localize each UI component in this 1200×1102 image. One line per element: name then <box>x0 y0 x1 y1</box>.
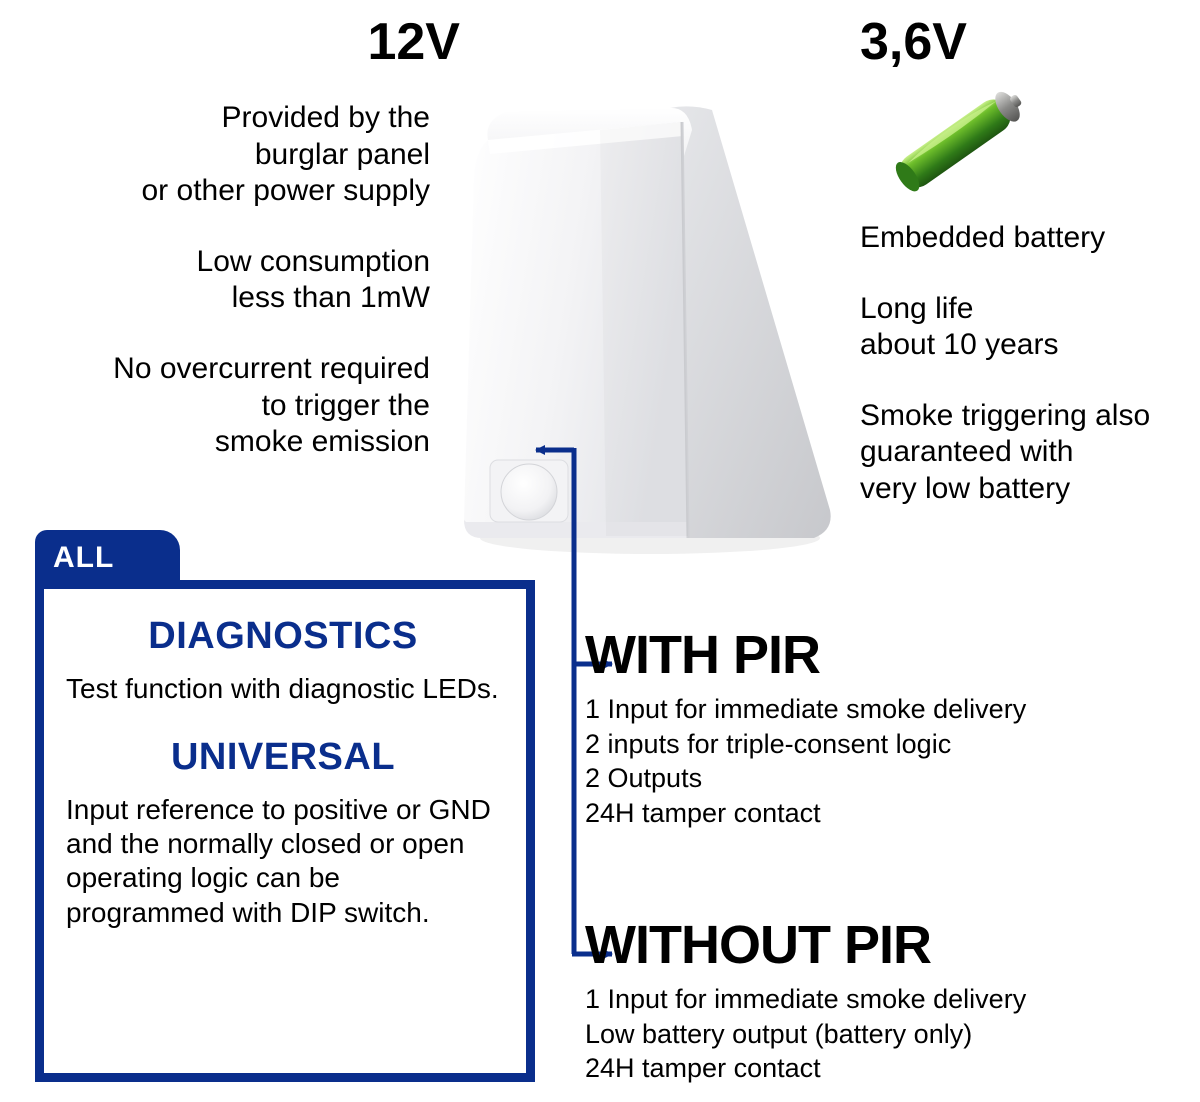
battery-icon <box>870 80 1050 200</box>
without-pir-block: WITHOUT PIR 1 Input for immediate smoke … <box>585 918 1185 1086</box>
heading-12v: 12V <box>0 12 460 72</box>
list-item: 2 Outputs <box>585 761 1185 796</box>
left-col-p1: Provided by theburglar panelor other pow… <box>0 100 430 210</box>
right-col-p2: Long lifeabout 10 years <box>860 291 1180 364</box>
with-pir-title: WITH PIR <box>585 628 1185 682</box>
diagnostics-body: Test function with diagnostic LEDs. <box>66 672 500 706</box>
right-col-p3: Smoke triggering alsoguaranteed withvery… <box>860 398 1180 508</box>
left-col-p2: Low consumptionless than 1mW <box>0 244 430 317</box>
list-item: 2 inputs for triple-consent logic <box>585 727 1185 762</box>
list-item: 1 Input for immediate smoke delivery <box>585 692 1185 727</box>
device-image <box>430 90 840 560</box>
left-column: Provided by theburglar panelor other pow… <box>0 100 430 495</box>
list-item: 24H tamper contact <box>585 1051 1185 1086</box>
right-col-p1: Embedded battery <box>860 220 1180 257</box>
all-tab: ALL <box>35 530 180 585</box>
list-item: 1 Input for immediate smoke delivery <box>585 982 1185 1017</box>
heading-36v: 3,6V <box>860 12 1060 72</box>
with-pir-block: WITH PIR 1 Input for immediate smoke del… <box>585 628 1185 830</box>
without-pir-list: 1 Input for immediate smoke delivery Low… <box>585 982 1185 1086</box>
list-item: Low battery output (battery only) <box>585 1017 1185 1052</box>
universal-body: Input reference to positive or GND and t… <box>66 793 500 930</box>
right-column: Embedded battery Long lifeabout 10 years… <box>860 220 1180 542</box>
universal-heading: UNIVERSAL <box>66 736 500 779</box>
with-pir-list: 1 Input for immediate smoke delivery 2 i… <box>585 692 1185 830</box>
left-col-p3: No overcurrent requiredto trigger thesmo… <box>0 351 430 461</box>
all-tab-label: ALL <box>53 541 114 575</box>
diagnostics-heading: DIAGNOSTICS <box>66 615 500 658</box>
without-pir-title: WITHOUT PIR <box>585 918 1185 972</box>
list-item: 24H tamper contact <box>585 796 1185 831</box>
all-box: DIAGNOSTICS Test function with diagnosti… <box>35 580 535 1082</box>
